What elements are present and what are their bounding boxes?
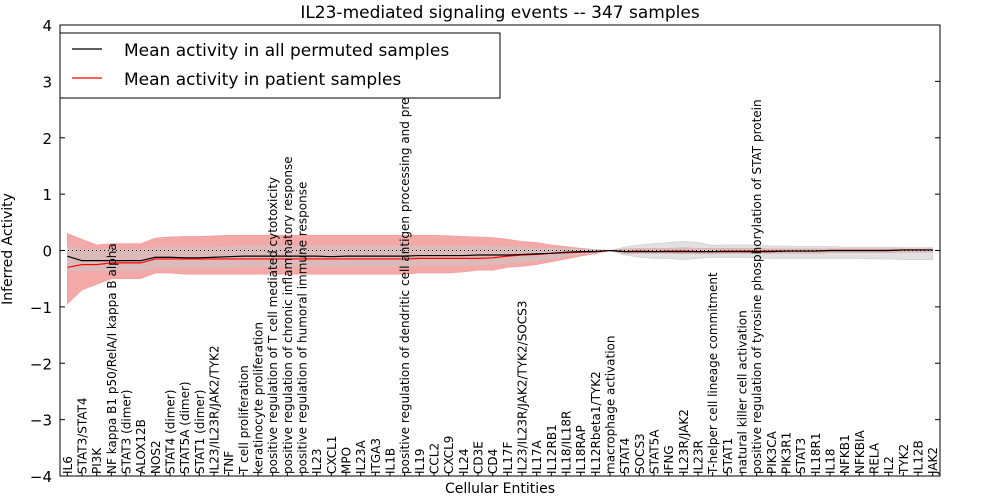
- y-tick-label: 3: [42, 73, 52, 91]
- x-tick-label: RELA: [868, 442, 882, 474]
- x-tick-label: IL24: [457, 449, 471, 475]
- x-tick-label: IL23R: [692, 440, 706, 474]
- y-tick-label: 4: [42, 17, 52, 35]
- plot-frame: [59, 24, 941, 477]
- chart-title: IL23-mediated signaling events -- 347 sa…: [300, 3, 700, 23]
- x-tick-label: CXCL9: [442, 436, 456, 474]
- x-tick-label: NOS2: [149, 440, 163, 474]
- x-tick-label: SOCS3: [633, 433, 647, 474]
- y-tick-label: −1: [30, 299, 52, 317]
- x-tick-label: STAT4 (dimer): [164, 390, 178, 474]
- x-axis-label: Cellular Entities: [445, 481, 555, 497]
- x-tick-label: IL23/IL23R/JAK2/TYK2/SOCS3: [516, 301, 530, 474]
- x-tick-label: IL6: [61, 456, 75, 474]
- x-tick-label: IL23/IL23R/JAK2/TYK2: [208, 345, 222, 474]
- legend-box: [59, 32, 501, 99]
- series-lines: [67, 249, 933, 269]
- legend-label-patient: Mean activity in patient samples: [124, 70, 401, 90]
- x-tick-label: IL12B: [912, 440, 926, 474]
- x-tick-label: NF kappa B1 p50/RelA/I kappa B alpha: [105, 243, 119, 474]
- x-tick-label: PIK3R1: [780, 432, 794, 474]
- x-tick-label: positive regulation of chronic inflammat…: [281, 156, 295, 474]
- x-tick-label: TNF: [222, 451, 236, 475]
- y-axis-label: Inferred Activity: [0, 193, 16, 305]
- x-tick-label: STAT1 (dimer): [193, 390, 207, 474]
- x-tick-label: IL1B: [384, 448, 398, 474]
- y-tick-label: −3: [30, 412, 52, 430]
- x-tick-label: IL23R/JAK2: [677, 409, 691, 474]
- confidence-bands: [60, 233, 940, 305]
- category-labels: IL6 STAT3/STAT4 PI3K NF kappa B1 p50/RelA/I…: [61, 41, 940, 476]
- x-tick-label: IL18RAP: [574, 425, 588, 474]
- x-tick-label: CD4: [486, 449, 500, 474]
- x-tick-label: IFNG: [662, 445, 676, 474]
- band-permuted: [67, 241, 933, 271]
- x-tick-label: TYK2: [897, 444, 911, 475]
- x-tick-label: STAT3: [794, 438, 808, 474]
- x-tick-label: IL12Rbeta1/TYK2: [589, 371, 603, 474]
- x-tick-label: PI3K: [90, 447, 104, 474]
- series-line-permuted: [67, 249, 933, 262]
- x-tick-label: IL23A: [354, 440, 368, 474]
- y-tick-label: 1: [42, 186, 52, 204]
- legend-label-permuted: Mean activity in all permuted samples: [124, 41, 449, 61]
- x-tick-label: positive regulation of T cell mediated c…: [266, 177, 280, 474]
- x-tick-label: IL18: [824, 449, 838, 475]
- x-tick-label: ALOX12B: [134, 419, 148, 474]
- x-tick-label: IL2: [882, 456, 896, 474]
- band-patient: [67, 233, 933, 305]
- y-tick-label: 2: [42, 130, 52, 148]
- x-tick-label: MPO: [340, 447, 354, 474]
- x-tick-label: JAK2: [926, 447, 940, 475]
- x-tick-label: CD3E: [472, 441, 486, 474]
- x-tick-label: CXCL1: [325, 436, 339, 474]
- x-tick-label: positive regulation of humoral immune re…: [296, 182, 310, 474]
- legend: Mean activity in all permuted samples Me…: [59, 32, 501, 99]
- x-tick-label: positive regulation of tyrosine phosphor…: [750, 99, 764, 474]
- x-tick-label: STAT4: [618, 438, 632, 474]
- x-tick-label: T cell proliferation: [237, 365, 251, 475]
- x-tick-label: IL23: [310, 449, 324, 475]
- x-tick-label: NFKBIA: [853, 429, 867, 474]
- x-tick-label: IL18/IL18R: [560, 411, 574, 474]
- x-tick-label: STAT5A: [648, 429, 662, 474]
- x-tick-label: IL12RB1: [545, 424, 559, 474]
- x-tick-label: STAT3/STAT4: [76, 397, 90, 474]
- x-tick-label: macrophage activation: [604, 336, 618, 474]
- x-tick-label: natural killer cell activation: [736, 310, 750, 474]
- x-tick-label: PIK3CA: [765, 430, 779, 474]
- x-tick-label: IL18R1: [809, 433, 823, 474]
- x-tick-label: IL19: [413, 449, 427, 475]
- x-tick-label: STAT1: [721, 438, 735, 474]
- y-tick-label: 0: [42, 243, 52, 261]
- x-tick-label: NFKB1: [838, 434, 852, 474]
- x-tick-label: STAT3 (dimer): [120, 390, 134, 474]
- x-tick-label: T-helper cell lineage commitment: [706, 272, 720, 475]
- x-tick-label: positive regulation of dendritic cell an…: [398, 41, 412, 474]
- y-tick-label: −2: [30, 355, 52, 373]
- x-tick-label: STAT5A (dimer): [178, 381, 192, 474]
- x-tick-label: IL17A: [530, 440, 544, 474]
- y-tick-label: −4: [30, 468, 52, 486]
- x-tick-label: ITGA3: [369, 438, 383, 474]
- x-tick-label: CCL2: [428, 443, 442, 474]
- x-tick-label: IL17F: [501, 442, 515, 474]
- x-tick-label: keratinocyte proliferation: [252, 322, 266, 474]
- y-axis-ticks: −4 −3 −2 −1 0 1 2 3 4: [30, 17, 940, 486]
